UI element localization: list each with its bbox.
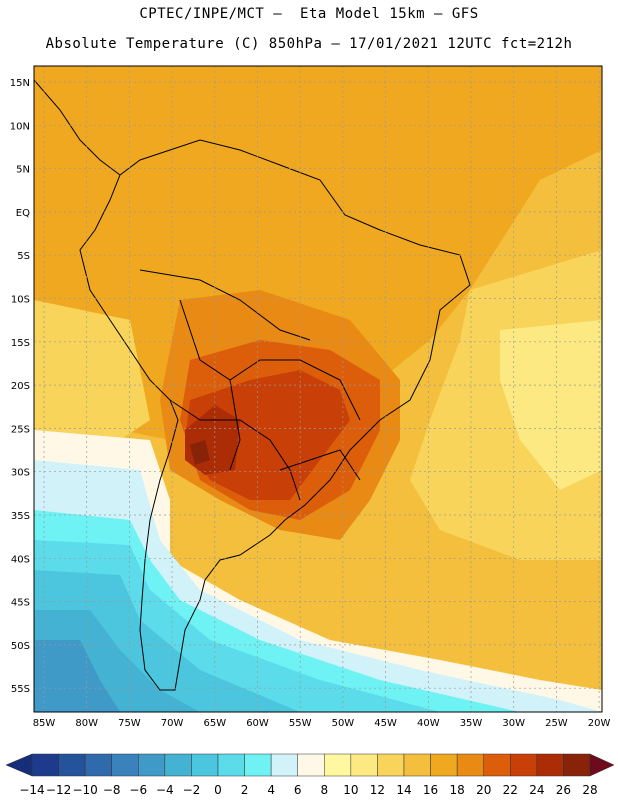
- latitude-label: 5N: [16, 165, 30, 176]
- colorbar-label: −8: [103, 783, 121, 797]
- longitude-label: 50W: [332, 718, 355, 729]
- longitude-label: 30W: [502, 718, 525, 729]
- longitude-label: 65W: [203, 718, 226, 729]
- colorbar-label: −10: [72, 783, 97, 797]
- colorbar-swatch: [350, 753, 378, 777]
- map-title-line2: Absolute Temperature (C) 850hPa – 17/01/…: [45, 36, 573, 52]
- colorbar: −14 −12 −10 −8 −6 −4 −2 0 2 4 6 8 10 12 14 16 18 20 22 24 26…: [5, 753, 615, 797]
- colorbar-swatch: [324, 753, 352, 777]
- colorbar-label: 4: [267, 783, 275, 797]
- colorbar-label: −12: [46, 783, 71, 797]
- colorbar-label: 12: [370, 783, 385, 797]
- colorbar-swatch: [297, 753, 325, 777]
- border-e: [279, 449, 361, 481]
- colorbar-swatch: [483, 753, 511, 777]
- colorbar-label: 18: [450, 783, 465, 797]
- colorbar-swatch: [217, 753, 245, 777]
- longitude-label: 85W: [33, 718, 56, 729]
- longitude-label: 35W: [460, 718, 483, 729]
- colorbar-swatch: [510, 753, 538, 777]
- colorbar-label: 26: [556, 783, 571, 797]
- field-pacific-light: [34, 300, 150, 440]
- border-b: [179, 299, 361, 421]
- south-america-coastline: [79, 139, 471, 691]
- latitude-label: 55S: [11, 684, 30, 695]
- colorbar-label: 16: [423, 783, 438, 797]
- colorbar-label: −14: [19, 783, 44, 797]
- colorbar-swatch: [138, 753, 166, 777]
- latitude-label: 50S: [11, 641, 30, 652]
- longitude-label: 70W: [161, 718, 184, 729]
- colorbar-swatch: [84, 753, 112, 777]
- colorbar-label: 28: [582, 783, 597, 797]
- colorbar-swatch: [563, 753, 591, 777]
- latitude-label: 10N: [10, 121, 30, 132]
- colorbar-under-arrow: [5, 753, 33, 777]
- longitude-label: 75W: [118, 718, 141, 729]
- colorbar-swatch: [191, 753, 219, 777]
- latitude-label: 15N: [10, 78, 30, 89]
- colorbar-swatch: [270, 753, 298, 777]
- colorbar-swatch: [31, 753, 59, 777]
- colorbar-swatch: [430, 753, 458, 777]
- central-america-coastline: [34, 79, 121, 176]
- colorbar-label: −2: [183, 783, 201, 797]
- colorbar-label: 0: [214, 783, 222, 797]
- longitude-label: 20W: [588, 718, 611, 729]
- field-cool-m6: [34, 640, 120, 712]
- map-title-line1: CPTEC/INPE/MCT – Eta Model 15km – GFS: [139, 6, 479, 22]
- latitude-label: 10S: [11, 295, 30, 306]
- longitude-label: 45W: [374, 718, 397, 729]
- border-a: [139, 269, 311, 341]
- latitude-label: 35S: [11, 511, 30, 522]
- coastlines: [34, 79, 471, 691]
- longitude-label: 25W: [545, 718, 568, 729]
- colorbar-label: 20: [476, 783, 491, 797]
- latitude-label: EQ: [16, 208, 30, 219]
- longitude-label: 55W: [289, 718, 312, 729]
- colorbar-label: −6: [129, 783, 147, 797]
- latitude-label: 15S: [11, 338, 30, 349]
- longitude-label: 40W: [417, 718, 440, 729]
- field-atlantic-pale: [500, 320, 602, 490]
- colorbar-label: 6: [294, 783, 302, 797]
- longitude-labels: 85W 80W 75W 70W 65W 60W 55W 50W 45W 40W 35W 30W 25W 2…: [33, 718, 611, 729]
- latitude-label: 30S: [11, 468, 30, 479]
- colorbar-label: 2: [241, 783, 249, 797]
- border-c: [169, 399, 301, 501]
- colorbar-label: 8: [320, 783, 328, 797]
- colorbar-swatch: [164, 753, 192, 777]
- temperature-field: [34, 66, 602, 712]
- colorbar-over-arrow: [589, 753, 615, 777]
- colorbar-label: 14: [396, 783, 411, 797]
- colorbar-swatch: [244, 753, 272, 777]
- colorbar-swatch: [58, 753, 86, 777]
- latitude-label: 45S: [11, 598, 30, 609]
- latitude-label: 40S: [11, 554, 30, 565]
- longitude-label: 60W: [246, 718, 269, 729]
- longitude-label: 80W: [75, 718, 98, 729]
- colorbar-swatch: [377, 753, 405, 777]
- latitude-labels: 15N 10N 5N EQ 5S 10S 15S 20S 25S 30S 35S 40S 45S 50S 5…: [10, 78, 30, 695]
- field-hot-28: [190, 440, 210, 465]
- colorbar-swatch: [403, 753, 431, 777]
- latitude-label: 25S: [11, 424, 30, 435]
- colorbar-swatch: [456, 753, 484, 777]
- colorbar-swatch: [111, 753, 139, 777]
- map-frame: [33, 65, 603, 713]
- colorbar-label: 22: [503, 783, 518, 797]
- latitude-label: 20S: [11, 381, 30, 392]
- latitude-label: 5S: [17, 251, 30, 262]
- colorbar-label: −4: [156, 783, 174, 797]
- colorbar-swatch: [536, 753, 564, 777]
- colorbar-label: 10: [343, 783, 358, 797]
- border-d: [229, 379, 241, 471]
- colorbar-label: 24: [529, 783, 544, 797]
